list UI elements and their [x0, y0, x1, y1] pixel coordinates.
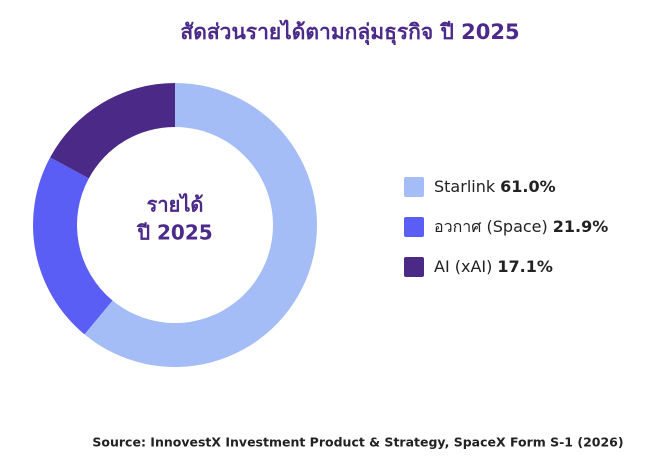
donut-slice — [50, 83, 175, 179]
legend-entry: อวกาศ (Space) 21.9% — [434, 217, 608, 236]
legend-swatch — [404, 257, 424, 277]
legend-swatch — [404, 177, 424, 197]
legend-label: AI (xAI) — [434, 257, 492, 276]
center-label: ปี 2025 — [136, 221, 213, 245]
donut-slice — [32, 157, 113, 335]
legend-label: อวกาศ (Space) — [434, 217, 548, 236]
legend-label: Starlink — [434, 177, 496, 196]
legend-entry: Starlink 61.0% — [434, 177, 556, 196]
legend-value: 17.1% — [497, 257, 553, 276]
donut-slice — [84, 83, 317, 367]
legend-swatch — [404, 217, 424, 237]
chart-title: สัดส่วนรายได้ตามกลุ่มธุรกิจ ปี 2025 — [180, 19, 519, 46]
legend-value: 21.9% — [553, 217, 609, 236]
legend-entry: AI (xAI) 17.1% — [434, 257, 553, 276]
legend-value: 61.0% — [500, 177, 556, 196]
source-note: Source: InnovestX Investment Product & S… — [92, 435, 623, 450]
center-label: รายได้ — [147, 193, 204, 217]
